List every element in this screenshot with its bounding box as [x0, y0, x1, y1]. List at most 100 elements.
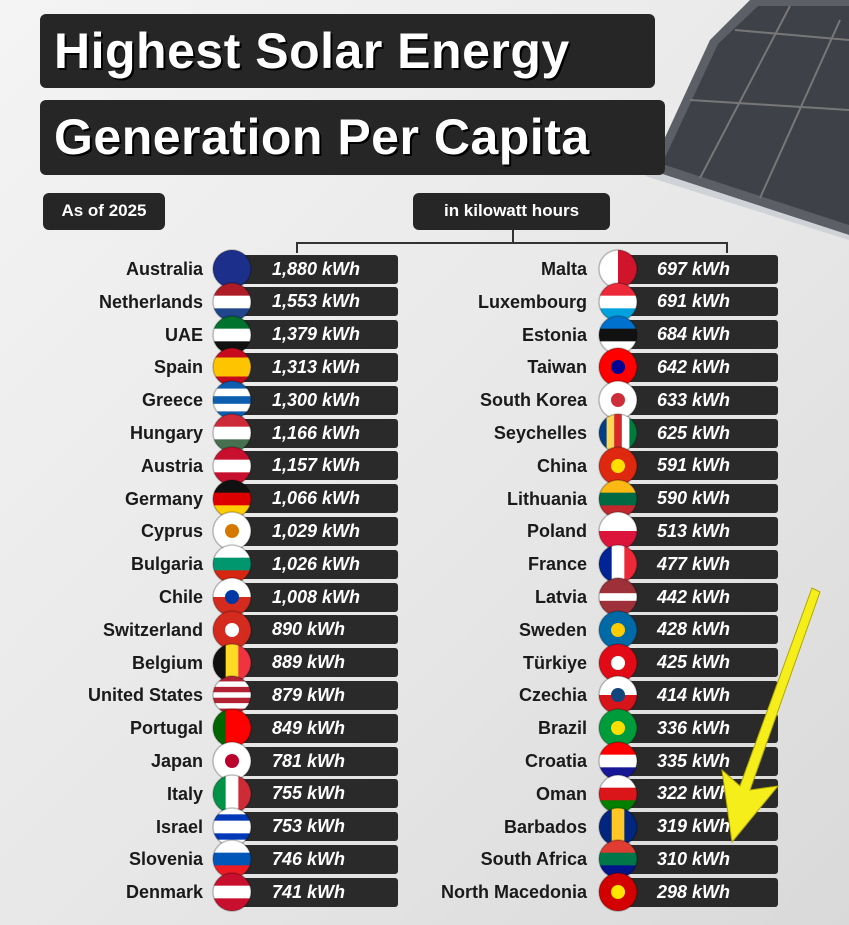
value-bar: 590 kWh [625, 484, 778, 514]
flag [598, 708, 638, 748]
flag [598, 249, 638, 289]
flag [212, 741, 252, 781]
flag [212, 282, 252, 322]
country-name: Brazil [537, 718, 587, 739]
country-name: UAE [164, 324, 203, 345]
flag [598, 741, 638, 781]
value-bar: 849 kWh [240, 713, 398, 743]
value-bar: 319 kWh [625, 812, 778, 842]
value-bar: 1,313 kWh [240, 352, 398, 382]
flag [598, 642, 638, 683]
value-bar: 1,008 kWh [240, 582, 398, 612]
country-name: Spain [153, 357, 203, 378]
country-name: Chile [158, 587, 203, 607]
country-name: Slovenia [128, 849, 203, 870]
flag [598, 511, 638, 552]
country-name: Netherlands [98, 291, 203, 312]
flag [212, 544, 252, 584]
flag [212, 872, 252, 912]
country-name: South Africa [480, 849, 587, 870]
solar-panel [645, 0, 849, 240]
country-name: North Macedonia [440, 882, 587, 903]
country-name: Australia [125, 259, 203, 279]
value-bar: 1,379 kWh [240, 320, 398, 350]
flag [598, 610, 638, 650]
value-bar: 310 kWh [625, 844, 778, 874]
date-label: As of 2025 [43, 193, 165, 230]
flag [598, 806, 638, 847]
country-name: Lithuania [507, 488, 587, 509]
country-name: Estonia [521, 324, 587, 345]
country-name: Belgium [131, 652, 203, 673]
country-name: Israel [155, 816, 203, 837]
value-bar: 684 kWh [625, 320, 778, 350]
value-bar: 642 kWh [625, 352, 778, 382]
value-bar: 1,157 kWh [240, 451, 398, 481]
value-bar: 428 kWh [625, 615, 778, 645]
flag [598, 872, 638, 912]
country-name: Greece [141, 390, 203, 411]
value-bar: 753 kWh [240, 812, 398, 842]
value-bar: 889 kWh [240, 648, 398, 678]
flag [598, 839, 638, 880]
country-name: Seychelles [493, 423, 587, 443]
value-bar: 781 kWh [240, 746, 398, 776]
value-bar: 691 kWh [625, 287, 778, 317]
value-bar: 414 kWh [625, 680, 778, 710]
value-bar: 1,166 kWh [240, 418, 398, 448]
flag [212, 708, 252, 748]
title-line: Generation Per Capita [40, 100, 665, 175]
flag [212, 446, 252, 486]
country-name: Malta [540, 259, 587, 279]
flag [598, 380, 638, 420]
value-bar: 1,029 kWh [240, 516, 398, 546]
flag [212, 314, 252, 355]
value-bar: 1,880 kWh [240, 254, 398, 284]
country-name: United States [87, 685, 203, 706]
country-name: Switzerland [102, 619, 203, 640]
value-bar: 591 kWh [625, 451, 778, 481]
flag [212, 413, 252, 453]
value-bar: 746 kWh [240, 844, 398, 874]
flag [598, 347, 638, 388]
country-name: China [536, 455, 587, 476]
flag [212, 610, 252, 650]
value-bar: 697 kWh [625, 254, 778, 284]
country-name: Sweden [518, 619, 587, 640]
country-name: Czechia [518, 685, 587, 706]
value-bar: 1,300 kWh [240, 385, 398, 415]
flag [212, 511, 252, 552]
flag [212, 774, 252, 814]
flag [598, 478, 638, 519]
value-bar: 1,553 kWh [240, 287, 398, 317]
flag [598, 675, 638, 716]
value-bar: 1,026 kWh [240, 549, 398, 579]
country-name: Hungary [129, 423, 203, 443]
country-name: Japan [150, 751, 203, 771]
value-bar: 1,066 kWh [240, 484, 398, 514]
country-name: Germany [124, 488, 203, 509]
value-bar: 890 kWh [240, 615, 398, 645]
flag [212, 249, 252, 289]
country-name: France [527, 554, 587, 575]
country-name: Taiwan [527, 357, 587, 378]
country-name: Portugal [129, 718, 203, 739]
country-name: Austria [140, 455, 203, 476]
country-name: Luxembourg [477, 291, 587, 312]
value-bar: 625 kWh [625, 418, 778, 448]
country-name: Barbados [503, 816, 587, 837]
value-bar: 477 kWh [625, 549, 778, 579]
value-bar: 442 kWh [625, 582, 778, 612]
country-name: South Korea [479, 390, 587, 411]
flag [598, 282, 638, 322]
country-name: Italy [166, 783, 203, 804]
country-name: Poland [526, 521, 587, 542]
value-bar: 298 kWh [625, 877, 778, 907]
country-name: Bulgaria [130, 554, 203, 575]
value-bar: 741 kWh [240, 877, 398, 907]
country-name: Denmark [125, 882, 203, 903]
value-bar: 879 kWh [240, 680, 398, 710]
